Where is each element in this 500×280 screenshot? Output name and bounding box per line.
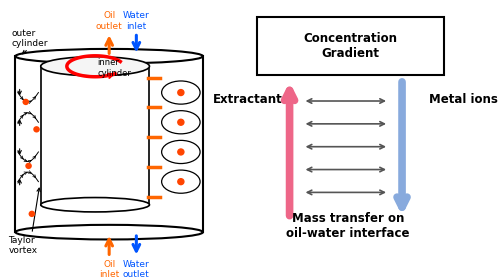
Text: Mass transfer on
oil-water interface: Mass transfer on oil-water interface xyxy=(286,212,410,240)
Circle shape xyxy=(178,179,184,185)
Text: Concentration
Gradient: Concentration Gradient xyxy=(304,32,398,60)
Ellipse shape xyxy=(16,225,203,239)
Circle shape xyxy=(22,99,29,105)
Ellipse shape xyxy=(162,111,200,134)
Text: Metal ions: Metal ions xyxy=(428,93,498,106)
Text: Taylor
vortex: Taylor vortex xyxy=(8,236,38,255)
Ellipse shape xyxy=(162,81,200,104)
Circle shape xyxy=(28,211,35,217)
Text: Water
inlet: Water inlet xyxy=(123,11,150,31)
Text: Oil
outlet: Oil outlet xyxy=(96,11,122,31)
Text: Water
outlet: Water outlet xyxy=(123,260,150,279)
Circle shape xyxy=(178,90,184,95)
Circle shape xyxy=(26,163,32,169)
Circle shape xyxy=(34,126,40,132)
Circle shape xyxy=(178,119,184,125)
Circle shape xyxy=(178,149,184,155)
Text: inner
cylinder: inner cylinder xyxy=(98,59,132,78)
Text: outer
cylinder: outer cylinder xyxy=(12,29,48,48)
Text: Extractant: Extractant xyxy=(212,93,282,106)
Ellipse shape xyxy=(162,170,200,193)
Ellipse shape xyxy=(16,49,203,64)
Ellipse shape xyxy=(41,197,150,212)
Text: Oil
inlet: Oil inlet xyxy=(99,260,119,279)
Bar xyxy=(257,17,444,74)
Ellipse shape xyxy=(162,140,200,164)
Ellipse shape xyxy=(41,57,150,76)
